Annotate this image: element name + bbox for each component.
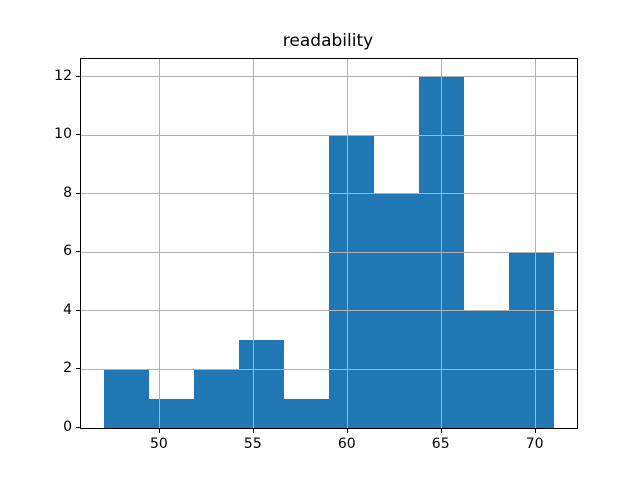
y-tick-label: 10 bbox=[54, 126, 72, 143]
x-tick-label: 70 bbox=[525, 436, 544, 452]
histogram-bar bbox=[238, 340, 284, 428]
y-tick bbox=[76, 192, 80, 194]
x-tick bbox=[534, 429, 536, 433]
y-tick bbox=[76, 251, 80, 253]
x-tick bbox=[440, 429, 442, 433]
x-tick-label: 55 bbox=[243, 436, 262, 452]
gridline-horizontal bbox=[81, 193, 577, 195]
histogram-bar bbox=[283, 398, 329, 428]
gridline-horizontal bbox=[81, 76, 577, 78]
histogram-bar bbox=[193, 369, 239, 428]
gridline-vertical bbox=[159, 59, 161, 428]
gridline-horizontal bbox=[81, 251, 577, 253]
x-tick bbox=[158, 429, 160, 433]
plot-area bbox=[80, 58, 578, 429]
x-tick-label: 60 bbox=[337, 436, 356, 452]
y-tick bbox=[76, 134, 80, 136]
y-tick bbox=[76, 368, 80, 370]
x-tick bbox=[252, 429, 254, 433]
gridline-vertical bbox=[535, 59, 537, 428]
gridline-horizontal bbox=[81, 368, 577, 370]
y-tick-label: 8 bbox=[63, 184, 72, 201]
histogram-bar bbox=[329, 135, 375, 428]
gridline-horizontal bbox=[81, 134, 577, 136]
y-tick bbox=[76, 75, 80, 77]
y-tick-label: 0 bbox=[63, 419, 72, 435]
gridline-vertical bbox=[253, 59, 255, 428]
y-tick-label: 2 bbox=[63, 360, 72, 377]
x-tick-label: 50 bbox=[149, 436, 168, 452]
y-tick bbox=[76, 427, 80, 428]
gridline-vertical bbox=[441, 59, 443, 428]
y-tick bbox=[76, 309, 80, 311]
y-tick-label: 4 bbox=[63, 301, 72, 318]
y-tick-label: 12 bbox=[54, 67, 72, 84]
histogram-bar bbox=[148, 398, 194, 428]
histogram-bar bbox=[103, 369, 149, 428]
grid-layer bbox=[81, 59, 577, 428]
gridline-horizontal bbox=[81, 310, 577, 312]
x-tick-label: 65 bbox=[431, 436, 450, 452]
y-tick-label: 6 bbox=[63, 243, 72, 260]
x-tick bbox=[346, 429, 348, 433]
histogram-bar bbox=[509, 252, 555, 428]
gridline-vertical bbox=[347, 59, 349, 428]
chart-title: readability bbox=[282, 31, 374, 51]
